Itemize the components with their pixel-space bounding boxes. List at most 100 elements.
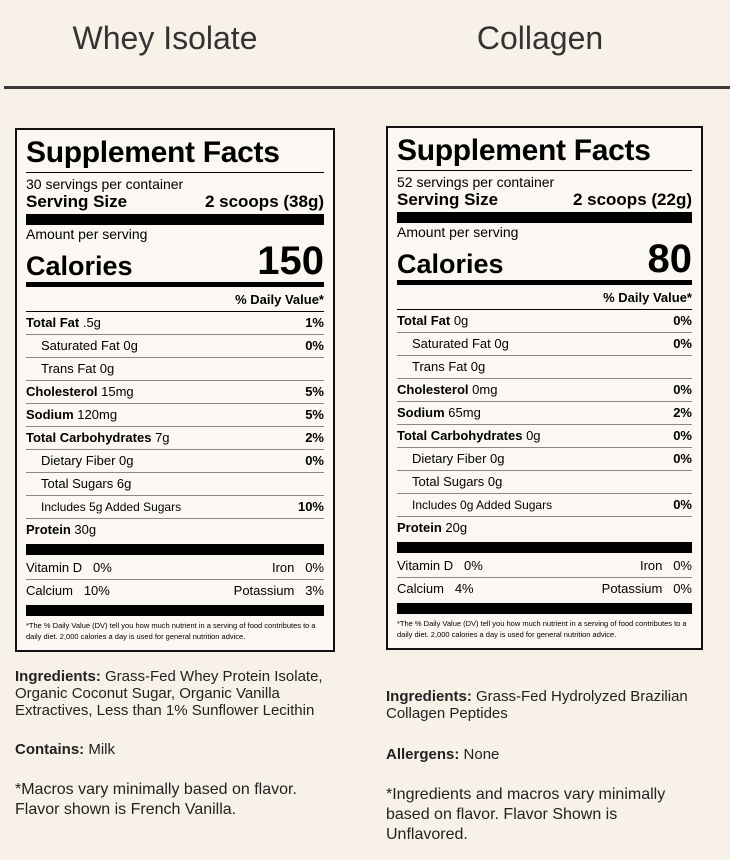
thick-bar — [26, 605, 324, 616]
footnote: *The % Daily Value (DV) tell you how muc… — [397, 619, 687, 639]
vitamin: Potassium 3% — [234, 580, 324, 602]
calories-value: 150 — [257, 239, 324, 283]
nutrient: Sodium 120mg — [26, 404, 117, 426]
nutrient-label: Total Carbohydrates — [397, 428, 523, 443]
nutrient: Total Carbohydrates 0g — [397, 425, 541, 447]
nutrient-row: Protein 30g — [26, 519, 324, 541]
allergens: Allergens: None — [386, 746, 703, 763]
nutrient: Protein 20g — [397, 517, 467, 539]
daily-value: 0% — [673, 428, 692, 443]
ingredients: Ingredients: Grass-Fed Whey Protein Isol… — [15, 668, 335, 719]
daily-value: 5% — [305, 384, 324, 399]
nutrient-row: Saturated Fat 0g 0% — [26, 335, 324, 358]
vitamin-name: Calcium — [26, 583, 73, 598]
servings: 52 servings per container — [397, 174, 555, 190]
nutrient-label: Includes 0g Added Sugars — [412, 498, 553, 512]
nutrient: Cholesterol 15mg — [26, 381, 134, 403]
nutrient: Includes 0g Added Sugars — [397, 494, 552, 516]
nutrient-amount: 120mg — [77, 407, 118, 422]
serving-size-value: 2 scoops (38g) — [204, 192, 324, 211]
nutrient-label: Total Fat — [26, 315, 80, 330]
nutrient-row: Cholesterol 0mg 0% — [397, 379, 692, 402]
nutrient-amount: 0g — [526, 428, 541, 443]
nutrient-row: Trans Fat 0g — [26, 358, 324, 381]
nutrient-label: Trans Fat — [412, 359, 468, 374]
ingredients-label: Ingredients: — [15, 668, 101, 685]
nutrient: Total Sugars 0g — [397, 471, 502, 493]
ingredients-text: Grass-Fed Hydrolyzed Brazilian Collagen … — [386, 688, 688, 722]
nutrient-row: Dietary Fiber 0g 0% — [26, 450, 324, 473]
nutrient-amount: 0g — [470, 359, 486, 374]
nutrient-label: Sodium — [397, 405, 445, 420]
thick-bar — [397, 212, 692, 223]
nutrient-amount: 7g — [155, 430, 170, 445]
vitamin-value: 0% — [673, 558, 692, 573]
nutrient-label: Includes 5g Added Sugars — [41, 500, 182, 514]
nutrient-amount: 0g — [119, 453, 134, 468]
nutrient-label: Total Carbohydrates — [26, 430, 152, 445]
nutrient-amount: .5g — [82, 315, 101, 330]
vitamin-value: 0% — [673, 581, 692, 596]
nutrient-amount: 0g — [453, 313, 469, 328]
daily-value: 0% — [305, 453, 324, 468]
allergen-text: Milk — [88, 741, 116, 758]
nutrient-row: Total Fat .5g 1% — [26, 312, 324, 335]
nutrient-row: Sodium 120mg 5% — [26, 404, 324, 427]
nutrient-amount: 0mg — [472, 382, 498, 397]
nutrient-row: Includes 5g Added Sugars 10% — [26, 496, 324, 519]
nutrient-row: Total Carbohydrates 0g 0% — [397, 425, 692, 448]
calories: Calories 80 — [397, 239, 692, 279]
nutrient-amount: 0g — [99, 361, 115, 376]
vitamin-value: 10% — [83, 583, 110, 598]
daily-value: 0% — [305, 338, 324, 353]
nutrient: Trans Fat 0g — [26, 358, 114, 380]
nutrient-row: Trans Fat 0g — [397, 356, 692, 379]
vitamin-name: Vitamin D — [26, 560, 83, 575]
daily-value: 2% — [673, 405, 692, 420]
thick-bar — [26, 544, 324, 555]
dv-header: % Daily Value* — [397, 287, 692, 310]
nutrient-label: Total Sugars — [41, 476, 114, 491]
nutrient-label: Saturated Fat — [412, 336, 491, 351]
nutrient-amount: 65mg — [448, 405, 481, 420]
daily-value: 0% — [673, 497, 692, 512]
serving-size-label: Serving Size — [26, 192, 128, 211]
nutrient-label: Protein — [26, 522, 71, 537]
nutrient-row: Total Carbohydrates 7g 2% — [26, 427, 324, 450]
facts-panel: Supplement Facts 52 servings per containe… — [386, 126, 703, 650]
amount-label: Amount per serving — [397, 224, 519, 240]
vitamin-name: Vitamin D — [397, 558, 454, 573]
nutrient: Total Fat .5g — [26, 312, 101, 334]
thick-bar — [397, 603, 692, 614]
serving-size: Serving Size 2 scoops (22g) — [397, 190, 692, 209]
nutrient-row: Includes 0g Added Sugars 0% — [397, 494, 692, 517]
vitamin-value: 4% — [454, 581, 474, 596]
thick-bar — [26, 214, 324, 225]
allergen-label: Allergens: — [386, 746, 460, 763]
vitamin-name: Potassium — [233, 583, 295, 598]
note: *Ingredients and macros vary minimally b… — [386, 786, 666, 843]
nutrient: Protein 30g — [26, 519, 96, 541]
nutrient-label: Trans Fat — [41, 361, 97, 376]
note: *Macros vary minimally based on flavor. … — [15, 781, 297, 818]
nutrient-label: Total Sugars — [412, 474, 485, 489]
nutrient-row: Total Fat 0g 0% — [397, 310, 692, 333]
nutrient-row: Cholesterol 15mg 5% — [26, 381, 324, 404]
nutrient-row: Protein 20g — [397, 517, 692, 539]
vitamin-value: 0% — [463, 558, 483, 573]
vitamin-value: 0% — [92, 560, 112, 575]
vitamin-row: Calcium 4% Potassium 0% — [397, 578, 692, 600]
daily-value: 0% — [673, 382, 692, 397]
vitamin: Vitamin D 0% — [397, 555, 483, 577]
nutrient: Trans Fat 0g — [397, 356, 485, 378]
vitamin: Vitamin D 0% — [26, 557, 112, 579]
daily-value: 5% — [305, 407, 324, 422]
nutrient-row: Total Sugars 0g — [397, 471, 692, 494]
nutrient: Saturated Fat 0g — [26, 335, 138, 357]
nutrient-row: Saturated Fat 0g 0% — [397, 333, 692, 356]
nutrient-label: Cholesterol — [26, 384, 98, 399]
serving-size-label: Serving Size — [397, 190, 499, 209]
nutrient-label: Sodium — [26, 407, 74, 422]
product-column: Supplement Facts 30 servings per containe… — [15, 128, 335, 820]
